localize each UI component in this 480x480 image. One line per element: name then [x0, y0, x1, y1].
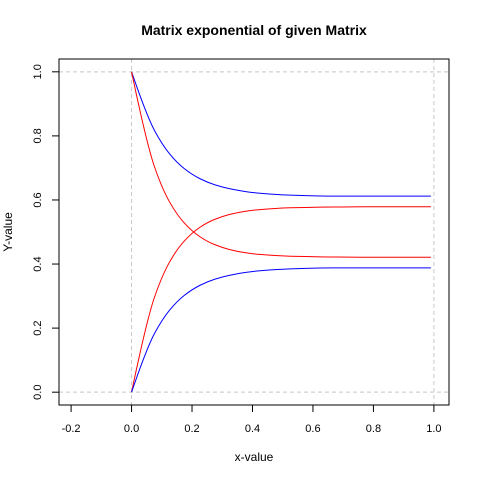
x-axis-label: x-value: [235, 450, 274, 464]
y-axis-label: Y-value: [1, 212, 15, 252]
x-tick-label: 1.0: [426, 423, 441, 435]
series-line-3: [131, 206, 431, 393]
x-tick-label: 0.0: [124, 423, 139, 435]
y-tick-label: 1.0: [32, 64, 44, 79]
x-tick-label: 0.4: [245, 423, 260, 435]
grid-lines: [59, 59, 449, 405]
y-tick-label: 0.6: [32, 192, 44, 207]
x-tick-label: 0.6: [305, 423, 320, 435]
series-line-2: [131, 71, 431, 258]
series-line-1: [131, 71, 431, 197]
x-tick-label: 0.2: [184, 423, 199, 435]
x-tick-label: 0.8: [366, 423, 381, 435]
plot-frame: [58, 58, 450, 406]
axes: -0.2 0.0 0.2 0.4 0.6 0.8 1.0 0.0 0.2 0.4 0.6 0.8 1.0: [32, 64, 442, 435]
series-lines: [131, 71, 431, 393]
series-line-4: [131, 267, 431, 393]
x-tick-label: -0.2: [62, 423, 81, 435]
y-tick-label: 0.0: [32, 385, 44, 400]
y-tick-label: 0.8: [32, 128, 44, 143]
y-tick-label: 0.4: [32, 256, 44, 271]
chart-title: Matrix exponential of given Matrix: [141, 22, 367, 38]
y-tick-label: 0.2: [32, 320, 44, 335]
